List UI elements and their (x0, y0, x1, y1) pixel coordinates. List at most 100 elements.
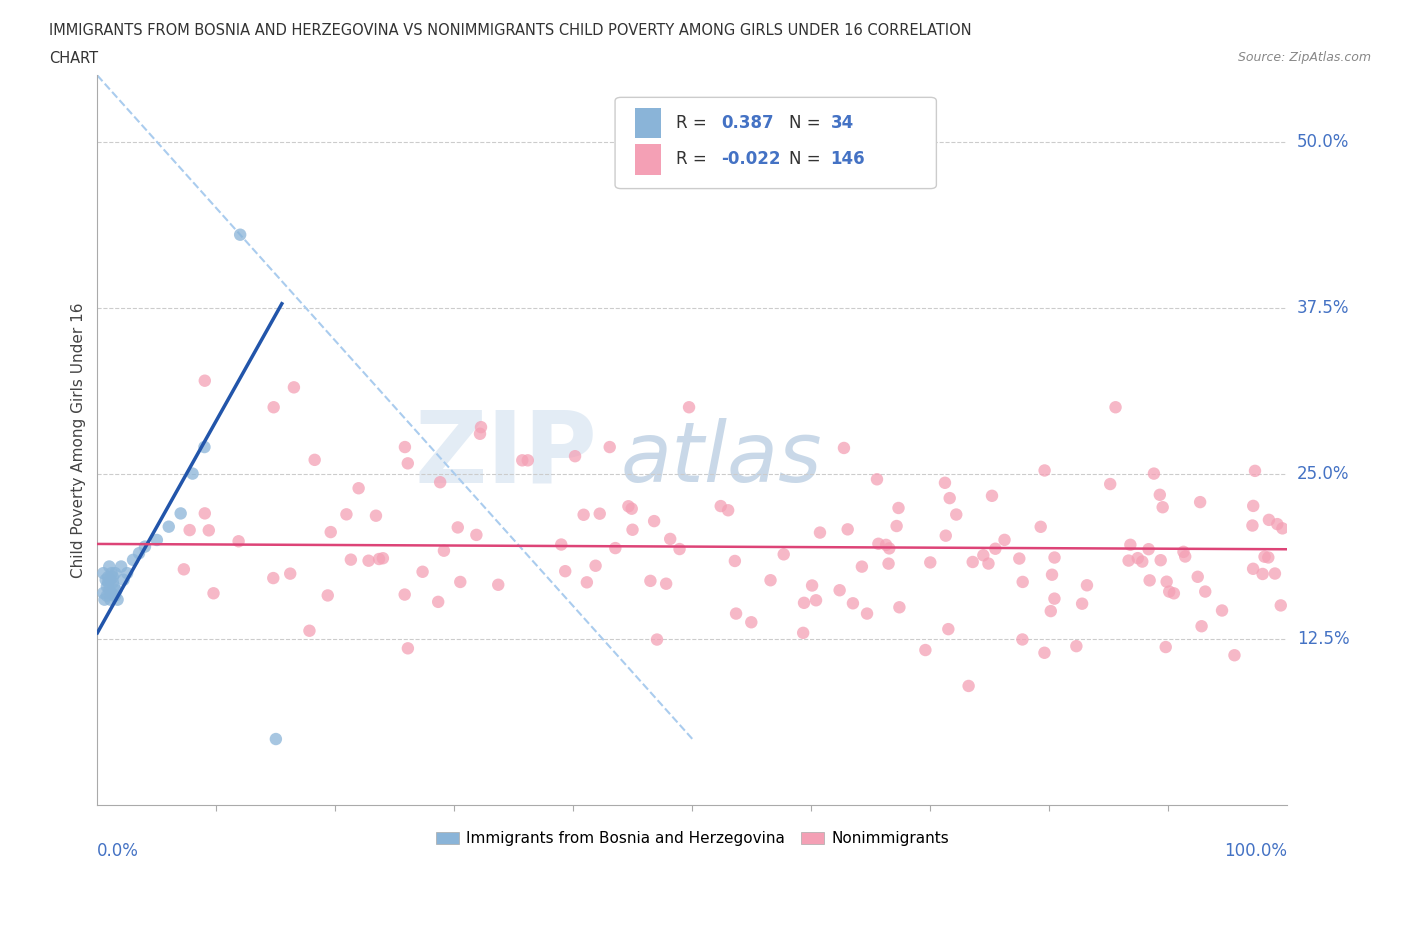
Point (1011, 632, 1033, 647)
Point (193, 440, 215, 455)
FancyBboxPatch shape (636, 108, 661, 139)
Text: IMMIGRANTS FROM BOSNIA AND HERZEGOVINA VS NONIMMIGRANTS CHILD POVERTY AMONG GIRL: IMMIGRANTS FROM BOSNIA AND HERZEGOVINA V… (49, 23, 972, 38)
Point (1264, 566, 1286, 581)
Point (101, 575, 124, 590)
Point (717, 503, 740, 518)
Point (97, 575, 120, 590)
Point (371, 551, 394, 565)
Point (486, 578, 509, 592)
Point (678, 400, 700, 415)
Point (1099, 476, 1122, 491)
Point (98, 583, 121, 598)
Point (605, 540, 627, 555)
Point (101, 570, 124, 585)
Point (96, 589, 118, 604)
Point (554, 564, 576, 578)
Point (575, 575, 598, 590)
Point (262, 571, 284, 586)
Text: 146: 146 (831, 151, 865, 168)
Point (433, 543, 456, 558)
Point (104, 565, 127, 580)
Point (1137, 542, 1160, 557)
Point (316, 588, 339, 603)
Point (1241, 562, 1264, 577)
Point (394, 587, 416, 602)
Point (368, 551, 391, 566)
Point (364, 509, 387, 524)
Point (340, 552, 363, 567)
Point (972, 548, 994, 563)
Point (710, 498, 733, 513)
Point (1194, 584, 1216, 599)
Text: 0.387: 0.387 (721, 113, 773, 132)
Point (977, 556, 1000, 571)
Point (935, 528, 957, 543)
Text: atlas: atlas (621, 418, 823, 499)
Point (1159, 584, 1181, 599)
Point (889, 600, 911, 615)
Point (1039, 604, 1062, 618)
Point (914, 643, 936, 658)
Point (1154, 640, 1177, 655)
Point (792, 625, 814, 640)
Point (1040, 567, 1063, 582)
Point (1191, 618, 1213, 633)
Text: ZIP: ZIP (415, 406, 598, 503)
Point (319, 525, 342, 539)
Point (347, 481, 370, 496)
Point (1156, 574, 1178, 589)
Y-axis label: Child Poverty Among Girls Under 16: Child Poverty Among Girls Under 16 (72, 302, 86, 578)
Point (194, 373, 217, 388)
Point (620, 501, 643, 516)
Point (429, 475, 451, 490)
Point (93, 592, 115, 607)
Point (725, 606, 748, 621)
Text: 25.0%: 25.0% (1296, 465, 1350, 483)
Point (169, 506, 191, 521)
Point (1139, 573, 1161, 588)
Point (335, 507, 357, 522)
Point (645, 632, 668, 647)
Point (157, 519, 180, 534)
Text: R =: R = (676, 113, 706, 132)
Point (100, 565, 122, 580)
Point (832, 441, 855, 456)
Point (793, 595, 815, 610)
Point (194, 506, 217, 521)
Point (107, 592, 129, 607)
Point (1066, 639, 1088, 654)
Point (96, 579, 118, 594)
Point (1029, 519, 1052, 534)
Point (945, 507, 967, 522)
Point (1173, 544, 1195, 559)
Point (1008, 551, 1031, 566)
Point (229, 227, 252, 242)
Point (396, 456, 419, 471)
Point (837, 522, 859, 537)
Point (993, 533, 1015, 548)
Point (957, 679, 980, 694)
Point (962, 554, 984, 569)
Point (1076, 578, 1098, 592)
FancyBboxPatch shape (614, 98, 936, 189)
Point (263, 400, 285, 415)
Point (1043, 550, 1066, 565)
Point (1244, 463, 1267, 478)
Point (801, 578, 824, 593)
Point (1270, 598, 1292, 613)
Point (851, 559, 873, 574)
Point (564, 449, 586, 464)
Text: 100.0%: 100.0% (1225, 842, 1288, 860)
Point (1152, 499, 1174, 514)
Text: -0.022: -0.022 (721, 151, 780, 168)
Text: 34: 34 (831, 113, 853, 132)
Point (1189, 495, 1212, 510)
Point (740, 615, 762, 630)
Point (91, 565, 114, 580)
Text: 12.5%: 12.5% (1296, 631, 1350, 648)
Point (1211, 603, 1233, 618)
Point (122, 552, 145, 567)
Point (449, 575, 471, 590)
Point (886, 519, 908, 534)
Point (103, 579, 125, 594)
